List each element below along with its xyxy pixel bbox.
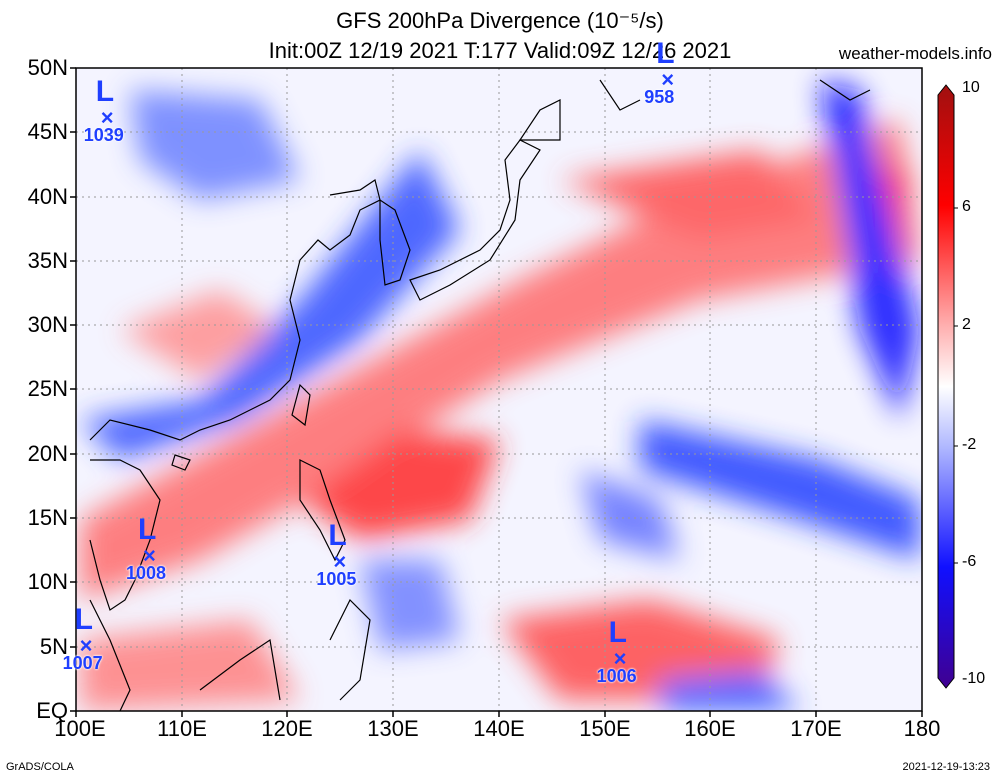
- low-pressure-value: 1008: [126, 562, 167, 583]
- lat-label: 25N: [27, 376, 68, 401]
- lon-label: 180: [903, 716, 941, 741]
- chart-subtitle: Init:00Z 12/19 2021 T:177 Valid:09Z 12/2…: [268, 38, 732, 63]
- colorbar-label: 10: [962, 79, 980, 96]
- lat-label: 5N: [39, 634, 68, 659]
- lon-label: 150E: [579, 716, 631, 741]
- low-pressure-value: 1007: [62, 652, 103, 673]
- footer-software: GrADS/COLA: [6, 761, 74, 773]
- colorbar-label: -6: [962, 553, 977, 570]
- low-center-mark: ×: [613, 645, 627, 671]
- low-symbol: L: [328, 519, 347, 553]
- low-symbol: L: [138, 512, 157, 546]
- lat-label: 30N: [27, 312, 68, 337]
- colorbar-label: 2: [962, 316, 971, 333]
- lon-label: 120E: [261, 716, 313, 741]
- lon-label: 170E: [790, 716, 842, 741]
- low-symbol: L: [74, 602, 93, 636]
- lat-label: 50N: [27, 55, 68, 80]
- lat-label: 15N: [27, 505, 68, 530]
- lat-label: 45N: [27, 119, 68, 144]
- lon-label: 160E: [684, 716, 736, 741]
- lat-label: 40N: [27, 184, 68, 209]
- lon-label: 140E: [473, 716, 525, 741]
- lat-label: 10N: [27, 569, 68, 594]
- low-center-mark: ×: [333, 549, 347, 575]
- colorbar-label: 6: [962, 198, 971, 215]
- low-symbol: L: [608, 615, 627, 649]
- low-symbol: L: [656, 36, 675, 70]
- lat-label: 35N: [27, 248, 68, 273]
- divergence-field: [76, 68, 922, 711]
- low-center-mark: ×: [100, 105, 114, 131]
- low-pressure-value: 1006: [596, 665, 637, 686]
- colorbar-label: -2: [962, 436, 977, 453]
- footer-timestamp: 2021-12-19-13:23: [902, 761, 990, 773]
- axis-ticks: [70, 67, 923, 717]
- colorbar-label: -10: [962, 670, 986, 687]
- low-center-mark: ×: [661, 66, 675, 92]
- low-symbol: L: [95, 75, 115, 109]
- lon-label: 100E: [54, 716, 106, 741]
- low-center-mark: ×: [143, 542, 156, 568]
- grid-lines: [76, 68, 922, 711]
- lon-label: 110E: [157, 716, 207, 741]
- chart-title: GFS 200hPa Divergence (10⁻⁵/s): [336, 8, 664, 33]
- low-center-mark: ×: [79, 632, 93, 658]
- coastlines: [89, 79, 871, 711]
- lon-label: 130E: [367, 716, 419, 741]
- low-pressure-value: 1005: [316, 569, 357, 590]
- low-pressure-value: 1039: [83, 125, 124, 146]
- lat-label: EQ: [36, 698, 68, 723]
- low-pressure-value: 958: [644, 86, 675, 107]
- site-credit: weather-models.info: [838, 44, 992, 63]
- lat-label: 20N: [27, 441, 68, 466]
- colorbar: [937, 84, 958, 689]
